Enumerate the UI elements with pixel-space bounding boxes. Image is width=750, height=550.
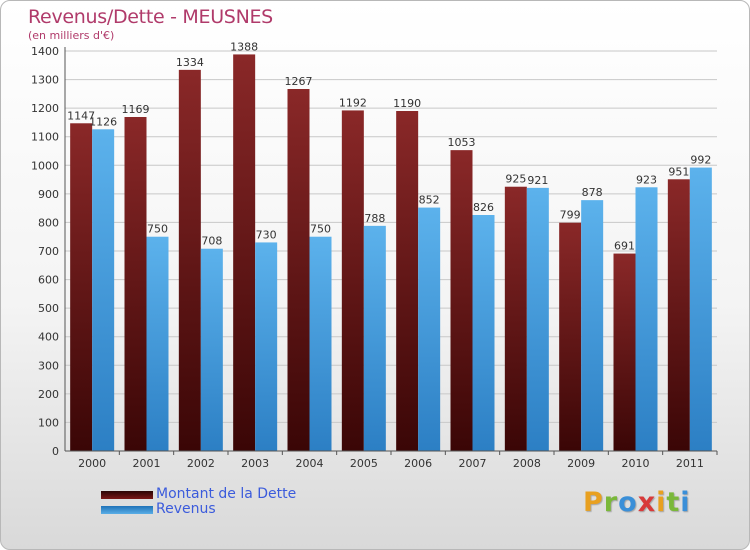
logo-letter: i (680, 487, 691, 518)
logo-letter: P (583, 487, 604, 518)
x-tick-label: 2001 (133, 457, 161, 470)
bar-revenus (689, 167, 712, 452)
data-label-dette: 1192 (339, 96, 367, 109)
bar-dette (124, 117, 147, 451)
data-label-dette: 1190 (393, 97, 421, 110)
grid-layer (65, 50, 717, 452)
x-tick-label: 2002 (187, 457, 215, 470)
bar-dette (178, 69, 201, 451)
x-tick-label: 2007 (459, 457, 487, 470)
y-tick-label: 1000 (31, 159, 59, 172)
data-label-dette: 799 (560, 209, 581, 222)
chart-title: Revenus/Dette - MEUSNES (28, 6, 273, 28)
y-tick-label: 1100 (31, 131, 59, 144)
bar-revenus (309, 236, 332, 451)
legend-label-revenus: Revenus (156, 501, 216, 517)
x-tick-label: 2008 (513, 457, 541, 470)
proxiti-logo: Proxiti (583, 487, 691, 518)
data-label-dette: 1169 (122, 103, 150, 116)
logo-letter: t (666, 487, 681, 518)
bar-revenus (418, 207, 441, 451)
data-label-revenus: 852 (419, 194, 440, 207)
bar-dette (504, 186, 527, 451)
chart-subtitle: (en milliers d'€) (28, 29, 115, 42)
data-label-dette: 1388 (230, 40, 258, 53)
data-label-dette: 691 (614, 240, 635, 253)
data-label-revenus: 826 (473, 201, 494, 214)
logo-letter: x (637, 487, 657, 518)
bar-revenus (255, 242, 278, 451)
data-label-revenus: 750 (310, 223, 331, 236)
bar-dette (396, 111, 419, 451)
logo-letter: o (618, 487, 638, 518)
data-label-revenus: 921 (527, 174, 548, 187)
legend-swatch-debt (101, 491, 153, 499)
x-tick-label: 2010 (622, 457, 650, 470)
bar-revenus (363, 225, 386, 451)
y-tick-label: 900 (38, 188, 59, 201)
data-label-revenus: 923 (636, 173, 657, 186)
y-tick-label: 300 (38, 359, 59, 372)
x-tick-label: 2003 (241, 457, 269, 470)
y-tick-label: 1400 (31, 45, 59, 58)
data-label-revenus: 730 (256, 228, 277, 241)
data-label-dette: 1053 (448, 136, 476, 149)
data-label-dette: 1267 (285, 75, 313, 88)
bar-revenus (146, 236, 169, 451)
data-label-revenus: 750 (147, 223, 168, 236)
data-label-revenus: 878 (582, 186, 603, 199)
y-tick-label: 800 (38, 216, 59, 229)
bar-revenus (200, 248, 223, 451)
bar-revenus (92, 129, 115, 452)
bar-dette (559, 222, 582, 451)
y-tick-label: 500 (38, 302, 59, 315)
y-tick-label: 0 (52, 445, 59, 458)
logo-letter: i (656, 487, 667, 518)
bar-dette (70, 123, 93, 452)
data-label-revenus: 1126 (89, 115, 117, 128)
y-tick-label: 1200 (31, 102, 59, 115)
x-tick-label: 2006 (404, 457, 432, 470)
legend-label-debt: Montant de la Dette (156, 486, 297, 502)
bar-layer (70, 54, 712, 452)
logo-letter: r (603, 487, 619, 518)
y-tick-label: 200 (38, 388, 59, 401)
y-tick-label: 1300 (31, 74, 59, 87)
x-tick-label: 2004 (296, 457, 324, 470)
x-tick-label: 2005 (350, 457, 378, 470)
legend-swatch-revenus (101, 506, 153, 514)
bar-revenus (472, 215, 495, 451)
axis-layer: 0 100 200 300 400 500 600 700 800 900 1000 1100 1200… (31, 45, 718, 470)
x-tick-label: 2011 (676, 457, 704, 470)
data-label-dette: 925 (505, 173, 526, 186)
y-tick-label: 700 (38, 245, 59, 258)
y-tick-label: 600 (38, 274, 59, 287)
bar-dette (450, 150, 473, 451)
x-tick-label: 2009 (567, 457, 595, 470)
bar-revenus (526, 187, 549, 451)
bar-dette (233, 54, 256, 452)
data-label-revenus: 788 (364, 212, 385, 225)
data-label-dette: 1334 (176, 56, 204, 69)
y-tick-label: 400 (38, 331, 59, 344)
data-label-revenus: 708 (201, 235, 222, 248)
data-label-revenus: 992 (690, 154, 711, 167)
bar-dette (613, 253, 636, 451)
bar-revenus (635, 187, 658, 452)
data-label-dette: 1147 (67, 109, 95, 122)
bar-revenus (581, 200, 604, 451)
bar-dette (287, 89, 310, 451)
bar-dette (667, 179, 690, 452)
data-label-dette: 951 (668, 165, 689, 178)
y-tick-label: 100 (38, 416, 59, 429)
bar-dette (341, 110, 364, 451)
x-tick-label: 2000 (78, 457, 106, 470)
